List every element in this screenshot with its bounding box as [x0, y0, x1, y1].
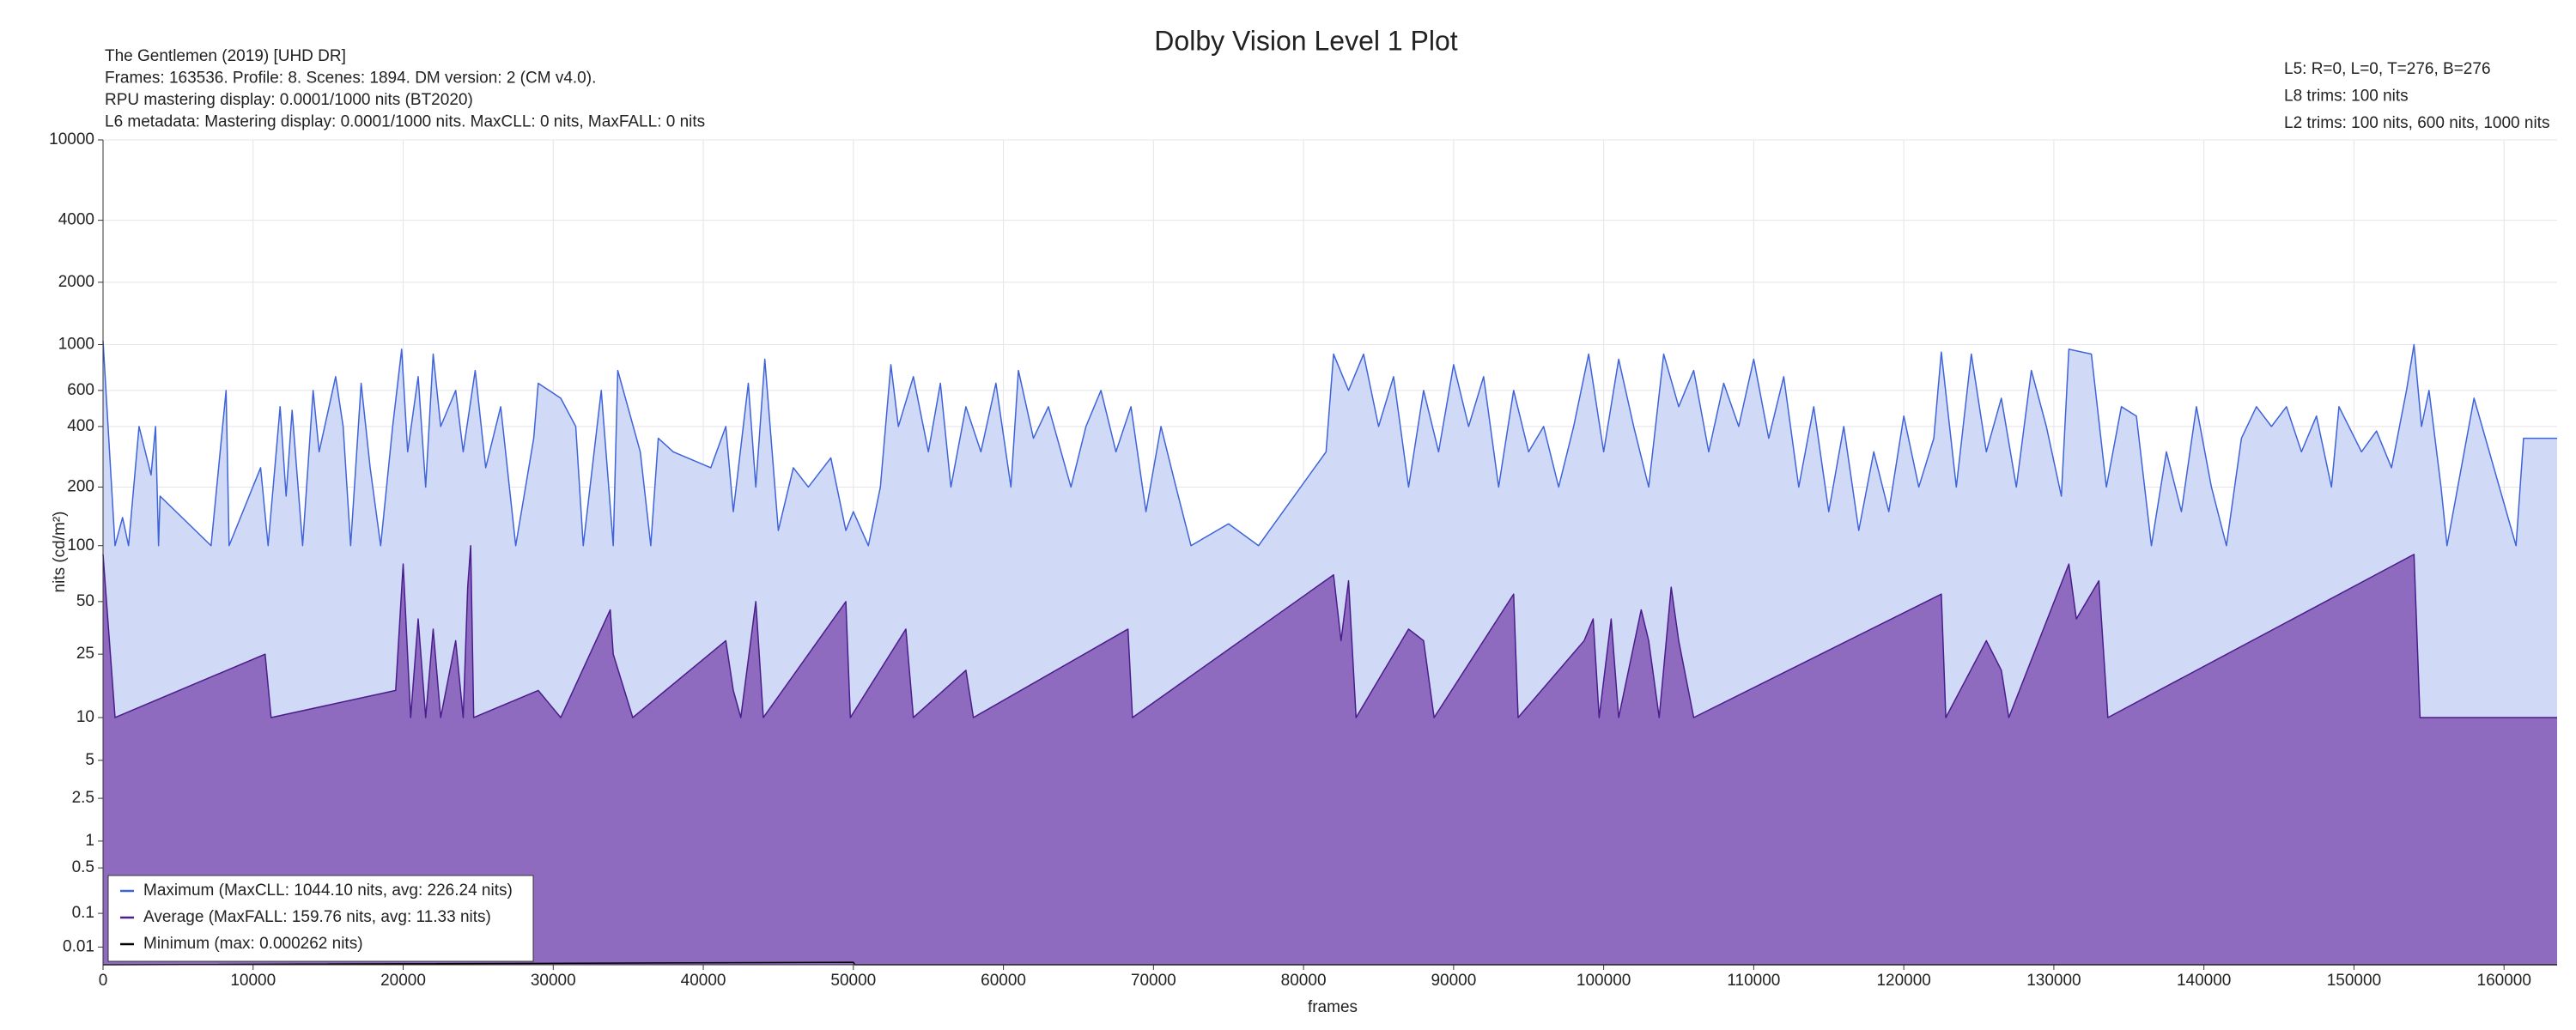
y-tick-label: 0.1	[72, 904, 94, 922]
info-left: RPU mastering display: 0.0001/1000 nits …	[105, 91, 473, 109]
x-tick-label: 70000	[1131, 972, 1176, 990]
legend-label: Maximum (MaxCLL: 1044.10 nits, avg: 226.…	[143, 882, 513, 900]
x-tick-label: 80000	[1281, 972, 1327, 990]
y-tick-label: 2.5	[72, 789, 94, 807]
x-tick-label: 110000	[1727, 972, 1780, 990]
x-axis-label: frames	[1308, 998, 1358, 1016]
info-left: Frames: 163536. Profile: 8. Scenes: 1894…	[105, 70, 596, 88]
x-tick-label: 140000	[2177, 972, 2231, 990]
x-tick-label: 120000	[1876, 972, 1930, 990]
y-tick-label: 10	[76, 708, 94, 726]
legend: Maximum (MaxCLL: 1044.10 nits, avg: 226.…	[107, 875, 534, 962]
y-tick-label: 1	[85, 832, 94, 850]
x-tick-label: 160000	[2477, 972, 2531, 990]
y-tick-label: 600	[67, 381, 94, 399]
y-tick-label: 5	[85, 751, 94, 769]
x-tick-label: 50000	[830, 972, 876, 990]
area-fill	[103, 545, 2557, 965]
legend-label: Minimum (max: 0.000262 nits)	[143, 935, 363, 953]
y-tick-label: 400	[67, 417, 94, 435]
x-tick-label: 0	[99, 972, 108, 990]
info-left: L6 metadata: Mastering display: 0.0001/1…	[105, 113, 705, 131]
y-tick-label: 4000	[58, 211, 94, 229]
legend-label: Average (MaxFALL: 159.76 nits, avg: 11.3…	[143, 908, 491, 926]
series-line	[102, 544, 2557, 718]
x-tick-label: 40000	[681, 972, 726, 990]
y-tick-label: 0.01	[63, 937, 94, 955]
y-tick-label: 50	[76, 592, 94, 610]
y-tick-label: 10000	[49, 130, 94, 148]
x-tick-label: 100000	[1577, 972, 1631, 990]
x-tick-label: 90000	[1431, 972, 1476, 990]
y-tick-label: 100	[67, 536, 94, 554]
legend-box	[107, 875, 534, 962]
y-tick-label: 200	[67, 477, 94, 495]
x-tick-label: 130000	[2026, 972, 2081, 990]
y-tick-label: 2000	[58, 273, 94, 291]
info-left: The Gentlemen (2019) [UHD DR]	[105, 47, 346, 65]
y-tick-label: 25	[76, 645, 94, 663]
x-tick-label: 150000	[2327, 972, 2381, 990]
y-axis-label: nits (cd/m²)	[51, 512, 69, 593]
x-tick-label: 20000	[380, 972, 426, 990]
y-tick-label: 1000	[58, 336, 94, 354]
x-tick-label: 60000	[981, 972, 1026, 990]
info-right: L2 trims: 100 nits, 600 nits, 1000 nits	[2284, 114, 2549, 132]
y-tick-label: 0.5	[72, 858, 94, 876]
series-line	[102, 340, 2557, 547]
x-tick-label: 30000	[531, 972, 576, 990]
chart-title: Dolby Vision Level 1 Plot	[1154, 25, 1458, 56]
x-tick-label: 10000	[230, 972, 276, 990]
info-right: L8 trims: 100 nits	[2284, 88, 2409, 106]
info-right: L5: R=0, L=0, T=276, B=276	[2284, 60, 2491, 78]
